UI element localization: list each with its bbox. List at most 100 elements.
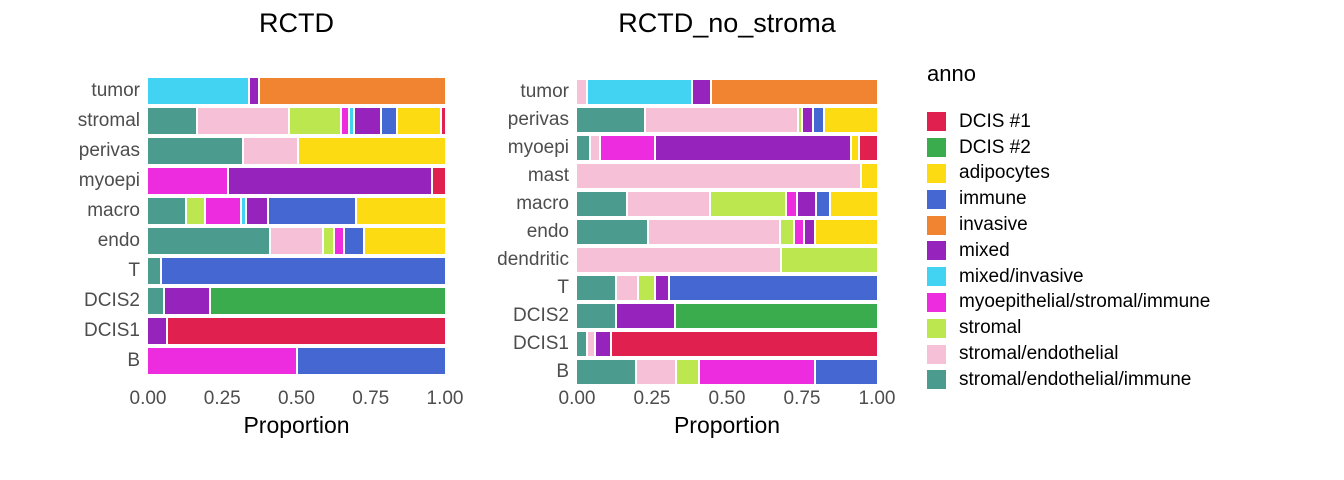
bar-segment [243, 138, 297, 164]
bar-segment [824, 108, 878, 132]
bar-segment [601, 136, 654, 160]
bar-segment [587, 332, 594, 356]
bar-segment [655, 276, 668, 300]
bar-segment [345, 228, 363, 254]
chart-title: RCTD_no_stroma [618, 8, 836, 38]
bar-segment [148, 168, 228, 194]
legend-item: invasive [927, 212, 1337, 238]
bar-segment [210, 288, 446, 314]
legend-label: DCIS #2 [959, 136, 1031, 158]
stacked-bar [577, 164, 877, 188]
legend-swatch [927, 267, 946, 287]
bar-segment [645, 108, 797, 132]
stacked-bar [577, 136, 877, 160]
bar-segment [805, 220, 815, 244]
bar-segment [710, 192, 786, 216]
legend-label: mixed/invasive [959, 265, 1084, 287]
bar-segment [148, 318, 166, 344]
bar-row: B [470, 358, 877, 386]
bar-row: perivas [470, 106, 878, 134]
bar-segment [206, 198, 241, 224]
bar-segment [148, 228, 269, 254]
bar-segment [242, 198, 246, 224]
bar-segment [699, 360, 814, 384]
stacked-bar [148, 198, 445, 224]
bar-segment [356, 198, 445, 224]
bar-segment [655, 136, 850, 160]
bar-row: tumor [470, 78, 877, 106]
bar-segment [187, 198, 205, 224]
x-axis: 0.00 0.25 0.50 0.75 1.00 [130, 388, 464, 410]
bar-segment [247, 198, 268, 224]
bar-row: mast [470, 162, 877, 190]
bar-row: T [470, 274, 877, 302]
bar-segment [669, 276, 877, 300]
legend-swatch [927, 215, 946, 235]
bar-segment [249, 78, 259, 104]
bar-rows: tumor perivas myoepi mast macro endo dendritic… [470, 78, 878, 386]
chart-title: RCTD [259, 8, 334, 38]
y-axis-label: stromal [77, 110, 140, 131]
legend: anno DCIS #1 DCIS #2 adipocytes immune invas… [927, 60, 1337, 393]
bar-segment [862, 164, 877, 188]
bar-segment [161, 258, 445, 284]
legend-item: myoepithelial/stromal/immune [927, 290, 1337, 316]
bar-segment [803, 108, 813, 132]
x-axis-tick-label: 0.25 [203, 388, 241, 409]
bar-segment [577, 276, 615, 300]
bar-segment [677, 360, 698, 384]
stacked-bar [577, 332, 877, 356]
stacked-bar [148, 138, 445, 164]
stacked-bar [148, 108, 446, 134]
bar-segment [577, 248, 780, 272]
bar-row: stromal [0, 106, 446, 136]
bar-segment [148, 198, 186, 224]
bar-segment [398, 108, 441, 134]
x-axis-tick-label: 0.00 [129, 388, 167, 409]
x-axis: 0.00 0.25 0.50 0.75 1.00 [559, 388, 896, 410]
bar-segment [577, 136, 589, 160]
x-axis-tick-label: 0.75 [352, 388, 390, 409]
bar-row: tumor [0, 76, 445, 106]
bar-segment [342, 108, 348, 134]
legend-label: invasive [959, 214, 1028, 236]
stacked-bar [148, 228, 445, 254]
y-axis-label: myoepi [78, 170, 140, 191]
y-axis-label: myoepi [507, 137, 569, 158]
bar-segment [577, 80, 586, 104]
bar-row: macro [470, 190, 877, 218]
legend-item: DCIS #2 [927, 135, 1337, 161]
x-axis-tick-label: 0.25 [633, 388, 671, 409]
bar-segment [382, 108, 397, 134]
y-axis-label: DCIS1 [513, 333, 569, 354]
bar-segment [612, 332, 877, 356]
legend-item: stromal/endothelial [927, 341, 1337, 367]
bar-row: myoepi [470, 134, 877, 162]
bar-row: perivas [0, 136, 445, 166]
bar-segment [433, 168, 445, 194]
bar-segment [781, 220, 793, 244]
bar-segment [148, 288, 163, 314]
bar-segment [675, 304, 877, 328]
y-axis-label: DCIS1 [84, 320, 140, 341]
stacked-bar [577, 192, 877, 216]
bar-segment [270, 228, 323, 254]
legend-item: adipocytes [927, 161, 1337, 187]
bar-segment [577, 360, 636, 384]
y-axis-label: tumor [520, 81, 569, 102]
x-axis-tick-label: 1.00 [858, 388, 896, 409]
x-axis-tick-label: 0.75 [783, 388, 821, 409]
bar-segment [798, 192, 816, 216]
y-axis-label: perivas [507, 109, 569, 130]
legend-label: mixed [959, 239, 1010, 261]
legend-label: stromal/endothelial/immune [959, 368, 1192, 390]
legend-swatch [927, 318, 946, 338]
bar-segment [364, 228, 445, 254]
x-axis-title: Proportion [243, 412, 350, 438]
legend-swatch [927, 138, 946, 158]
legend-swatch [927, 189, 946, 209]
stacked-bar [148, 318, 445, 344]
bar-row: myoepi [0, 166, 445, 196]
y-axis-label: B [556, 361, 569, 382]
bar-segment [260, 78, 445, 104]
